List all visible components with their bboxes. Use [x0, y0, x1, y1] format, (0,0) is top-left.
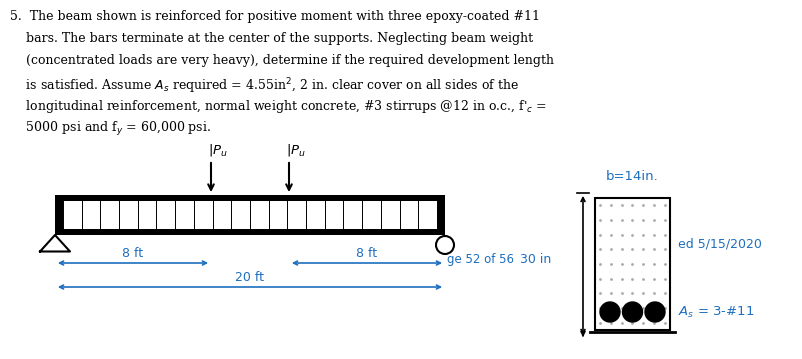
Text: (concentrated loads are very heavy), determine if the required development lengt: (concentrated loads are very heavy), det…: [10, 54, 553, 67]
Text: 30 in: 30 in: [520, 253, 550, 266]
Bar: [55, 195, 444, 235]
Text: 5000 psi and f$_y$ = 60,000 psi.: 5000 psi and f$_y$ = 60,000 psi.: [10, 120, 211, 138]
Text: is satisfied. Assume $A_s$ required = 4.55in$^2$, 2 in. clear cover on all sides: is satisfied. Assume $A_s$ required = 4.…: [10, 76, 518, 95]
Circle shape: [435, 236, 453, 254]
Text: longitudinal reinforcement, normal weight concrete, #3 stirrups @12 in o.c., f$': longitudinal reinforcement, normal weigh…: [10, 98, 546, 115]
Bar: [594, 198, 669, 330]
Circle shape: [644, 302, 664, 322]
Text: 5.  The beam shown is reinforced for positive moment with three epoxy-coated #11: 5. The beam shown is reinforced for posi…: [10, 10, 539, 23]
Bar: [63, 201, 436, 229]
Circle shape: [622, 302, 642, 322]
Text: ge 52 of 56: ge 52 of 56: [447, 253, 513, 266]
Text: $A_s$ = 3-#11: $A_s$ = 3-#11: [677, 304, 754, 320]
Text: $|P_u$: $|P_u$: [208, 142, 228, 158]
Text: 8 ft: 8 ft: [356, 247, 377, 260]
Text: bars. The bars terminate at the center of the supports. Neglecting beam weight: bars. The bars terminate at the center o…: [10, 32, 533, 45]
Text: ed 5/15/2020: ed 5/15/2020: [677, 238, 761, 251]
Text: b=14in.: b=14in.: [606, 170, 658, 183]
Circle shape: [599, 302, 619, 322]
Text: 8 ft: 8 ft: [122, 247, 144, 260]
Text: $|P_u$: $|P_u$: [286, 142, 306, 158]
Text: 20 ft: 20 ft: [235, 271, 264, 284]
